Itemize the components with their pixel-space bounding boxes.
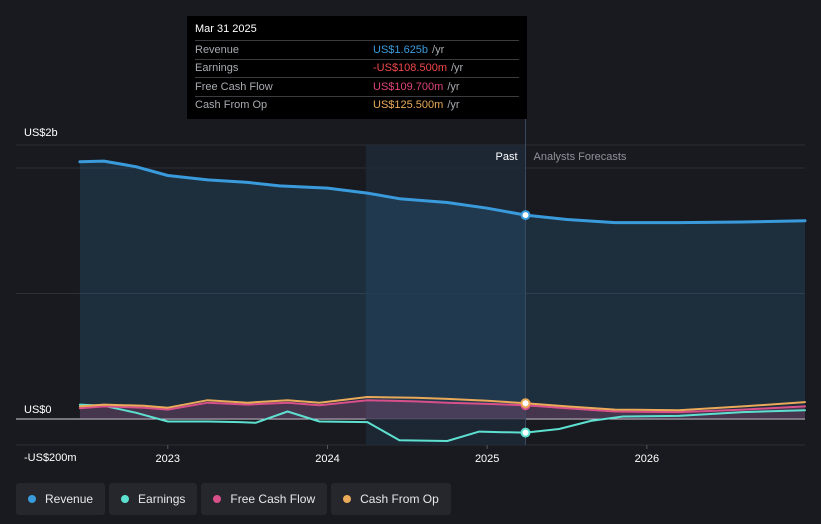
legend-label: Revenue: [45, 492, 94, 506]
legend-dot-icon: [121, 495, 130, 503]
tooltip-value: US$125.500m: [373, 99, 444, 112]
tooltip-unit: /yr: [447, 80, 460, 93]
y-tick-label: US$0: [24, 404, 52, 416]
tooltip-label: Revenue: [195, 43, 240, 56]
legend-item-cash-from-op[interactable]: Cash From Op: [331, 483, 451, 515]
tooltip-label: Cash From Op: [195, 99, 268, 112]
past-region: [365, 145, 526, 445]
y-tick-label: -US$200m: [24, 452, 77, 464]
cursor-marker-revenue: [520, 210, 531, 221]
tooltip-unit: /yr: [432, 43, 445, 56]
x-tick-label: 2026: [635, 453, 659, 465]
cursor-layer: [520, 119, 531, 445]
tooltip-date: Mar 31 2025: [195, 23, 257, 35]
chart-legend: Revenue Earnings Free Cash Flow Cash Fro…: [16, 483, 451, 515]
legend-item-free-cash-flow[interactable]: Free Cash Flow: [201, 483, 328, 515]
line-earnings: [78, 403, 806, 442]
tooltip-unit: /yr: [447, 99, 460, 112]
legend-label: Free Cash Flow: [230, 492, 316, 506]
x-tick-label: 2023: [156, 453, 180, 465]
y-tick-label: US$2b: [24, 127, 58, 139]
x-tick-label: 2024: [315, 453, 339, 465]
legend-dot-icon: [213, 495, 222, 503]
line-cash-from-op: [78, 396, 806, 412]
tooltip-label: Earnings: [195, 62, 239, 75]
axis-labels: US$2b US$0 -US$200m 2023 2024 2025 2026 Past Ana…: [24, 127, 659, 465]
past-shading: [365, 145, 526, 445]
tooltip-row-cash-from-op: Cash From Op US$125.500m /yr: [195, 95, 519, 115]
cursor-marker-cash-from-op: [520, 398, 531, 409]
x-tick-label: 2025: [475, 453, 499, 465]
area-revenue: [79, 161, 805, 419]
series-lines: [78, 159, 807, 442]
tooltip-panel: Mar 31 2025 Revenue US$1.625b /yr Earnin…: [187, 16, 527, 119]
tooltip-value: US$1.625b: [373, 43, 429, 56]
legend-item-earnings[interactable]: Earnings: [109, 483, 198, 515]
legend-dot-icon: [343, 495, 352, 503]
tooltip-value: -US$108.500m: [373, 62, 447, 75]
past-label: Past: [496, 151, 518, 163]
legend-label: Cash From Op: [360, 492, 439, 506]
line-revenue: [78, 159, 807, 225]
tooltip-row-earnings: Earnings -US$108.500m /yr: [195, 58, 519, 78]
tooltip-label: Free Cash Flow: [195, 80, 273, 93]
tooltip-unit: /yr: [451, 62, 464, 75]
legend-dot-icon: [28, 495, 36, 503]
line-free-cash-flow: [78, 399, 806, 414]
tooltip-row-free-cash-flow: Free Cash Flow US$109.700m /yr: [195, 77, 519, 96]
cursor-marker-earnings: [520, 427, 531, 438]
tooltip-row-revenue: Revenue US$1.625b /yr: [195, 40, 519, 59]
forecast-label: Analysts Forecasts: [534, 151, 627, 163]
legend-item-revenue[interactable]: Revenue: [16, 483, 106, 515]
tooltip-value: US$109.700m: [373, 80, 444, 93]
legend-label: Earnings: [138, 492, 186, 506]
